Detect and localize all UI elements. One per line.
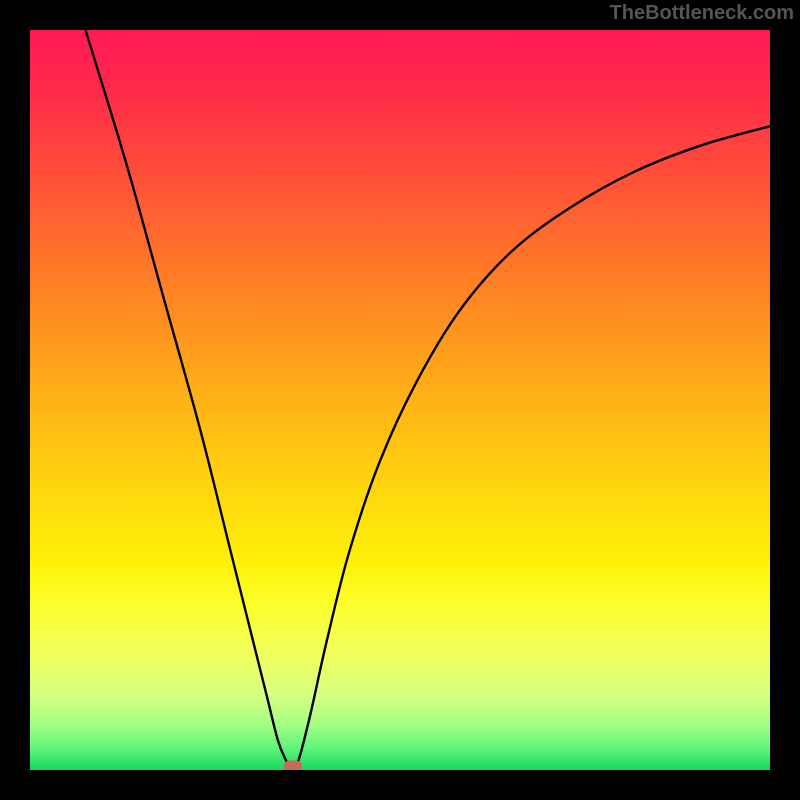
curve-left-branch [86, 30, 291, 769]
plot-area [30, 30, 770, 770]
watermark-text: TheBottleneck.com [610, 2, 794, 25]
curve-svg [30, 30, 770, 770]
minimum-marker [284, 760, 302, 770]
curve-right-branch [295, 126, 770, 768]
chart-container: TheBottleneck.com [0, 0, 800, 800]
